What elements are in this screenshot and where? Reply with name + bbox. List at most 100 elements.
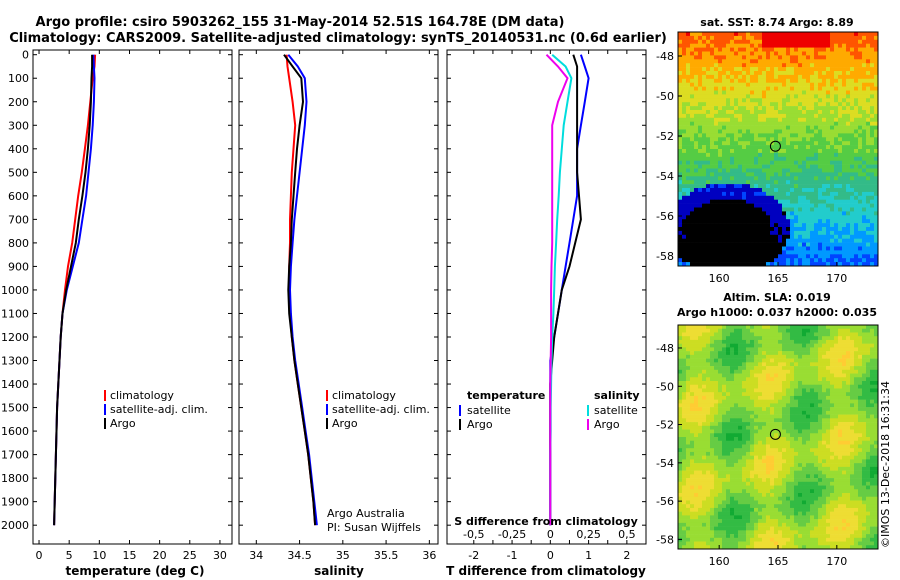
- sst-heatmap-cell: [682, 51, 687, 56]
- sst-heatmap-cell: [686, 39, 691, 44]
- sla-heatmap-cell: [786, 440, 791, 445]
- sla-heatmap-cell: [778, 328, 783, 333]
- sla-heatmap-cell: [734, 425, 739, 430]
- sla-heatmap-cell: [866, 444, 871, 449]
- sst-heatmap-cell: [786, 47, 791, 52]
- sst-heatmap-cell: [734, 227, 739, 232]
- sst-heatmap-cell: [830, 102, 835, 107]
- sst-heatmap-cell: [854, 223, 859, 228]
- sst-heatmap-cell: [874, 35, 879, 41]
- sla-heatmap-cell: [706, 403, 711, 408]
- sst-heatmap-cell: [706, 203, 711, 208]
- sst-heatmap-cell: [850, 207, 855, 212]
- sst-heatmap-cell: [694, 223, 699, 228]
- sla-heatmap-cell: [698, 451, 703, 456]
- sst-heatmap-cell: [862, 172, 867, 177]
- sla-heatmap-cell: [758, 388, 763, 393]
- sla-heatmap-cell: [694, 354, 699, 359]
- sla-heatmap-cell: [774, 388, 779, 393]
- sst-heatmap-cell: [838, 215, 843, 220]
- sst-heatmap-cell: [850, 227, 855, 232]
- sst-heatmap-cell: [722, 230, 727, 236]
- sst-heatmap-cell: [718, 234, 723, 239]
- sla-heatmap-cell: [802, 343, 807, 348]
- sla-heatmap-cell: [794, 325, 799, 330]
- sla-heatmap-cell: [870, 414, 875, 419]
- sst-heatmap-cell: [830, 55, 835, 60]
- sla-heatmap-cell: [854, 399, 859, 404]
- sla-heatmap-cell: [870, 366, 875, 371]
- sst-heatmap-cell: [874, 63, 879, 68]
- sla-heatmap-cell: [706, 351, 711, 356]
- sla-heatmap-cell: [678, 448, 683, 453]
- sst-heatmap-cell: [782, 246, 787, 251]
- sla-heatmap-cell: [758, 444, 763, 449]
- sla-heatmap-cell: [726, 328, 731, 333]
- sla-heatmap-cell: [726, 366, 731, 371]
- sla-heatmap-cell: [726, 373, 731, 378]
- sla-heatmap-cell: [790, 410, 795, 415]
- sla-heatmap-cell: [734, 433, 739, 438]
- sst-heatmap-cell: [730, 86, 735, 91]
- sst-heatmap-cell: [866, 152, 871, 158]
- sst-heatmap-cell: [686, 215, 691, 220]
- sst-heatmap-cell: [774, 184, 779, 189]
- sst-heatmap-cell: [810, 129, 815, 134]
- sla-heatmap-cell: [718, 358, 723, 363]
- sst-heatmap-cell: [798, 242, 803, 247]
- sst-heatmap-cell: [822, 102, 827, 107]
- sst-heatmap-cell: [694, 184, 699, 189]
- sst-heatmap-cell: [682, 172, 687, 177]
- sst-heatmap-cell: [802, 90, 807, 95]
- sst-heatmap-cell: [726, 102, 731, 107]
- sst-heatmap-cell: [766, 71, 771, 76]
- sst-map-ytick-label: -52: [656, 130, 674, 143]
- sst-heatmap-cell: [774, 145, 779, 150]
- sst-heatmap-cell: [870, 219, 875, 224]
- sla-heatmap-cell: [742, 354, 747, 359]
- sst-heatmap-cell: [742, 47, 747, 52]
- sst-heatmap-cell: [866, 184, 871, 189]
- sla-heatmap-cell: [686, 444, 691, 449]
- sla-heatmap-cell: [718, 429, 723, 434]
- sst-heatmap-cell: [702, 51, 707, 56]
- sla-heatmap-cell: [710, 433, 715, 438]
- sst-heatmap-cell: [726, 168, 731, 173]
- sla-heatmap-cell: [858, 343, 863, 348]
- sst-heatmap-cell: [702, 47, 707, 52]
- sla-heatmap-cell: [798, 343, 803, 348]
- legend-label: satellite-adj. clim.: [110, 403, 208, 416]
- sst-heatmap-cell: [694, 71, 699, 76]
- sla-heatmap-cell: [758, 347, 763, 352]
- sla-heatmap-cell: [686, 395, 691, 400]
- sst-heatmap-cell: [774, 67, 779, 72]
- sst-heatmap-cell: [818, 191, 823, 197]
- sst-heatmap-cell: [874, 141, 879, 146]
- sst-heatmap-cell: [814, 113, 819, 119]
- sla-heatmap-cell: [790, 414, 795, 419]
- sla-heatmap-cell: [818, 377, 823, 382]
- sla-heatmap-cell: [814, 399, 819, 404]
- sst-heatmap-cell: [694, 63, 699, 68]
- sst-heatmap-cell: [810, 188, 815, 193]
- sst-heatmap-cell: [758, 86, 763, 91]
- sst-heatmap-cell: [826, 121, 831, 126]
- sla-heatmap-cell: [722, 418, 727, 423]
- sst-heatmap-cell: [754, 94, 759, 99]
- sst-heatmap-cell: [794, 63, 799, 68]
- sst-heatmap-cell: [870, 211, 875, 216]
- sst-heatmap-cell: [822, 160, 827, 165]
- sst-heatmap-cell: [858, 254, 863, 259]
- sst-heatmap-cell: [850, 215, 855, 220]
- sst-heatmap-cell: [802, 184, 807, 189]
- sst-heatmap-cell: [750, 250, 755, 255]
- sst-heatmap-cell: [802, 74, 807, 80]
- sst-heatmap-cell: [826, 51, 831, 56]
- sst-heatmap-cell: [830, 47, 835, 52]
- sla-heatmap-cell: [686, 381, 691, 386]
- sst-heatmap-cell: [710, 149, 715, 154]
- sst-heatmap-cell: [810, 258, 815, 263]
- sla-heatmap-cell: [762, 369, 767, 374]
- sst-heatmap-cell: [758, 227, 763, 232]
- sst-heatmap-cell: [874, 250, 879, 255]
